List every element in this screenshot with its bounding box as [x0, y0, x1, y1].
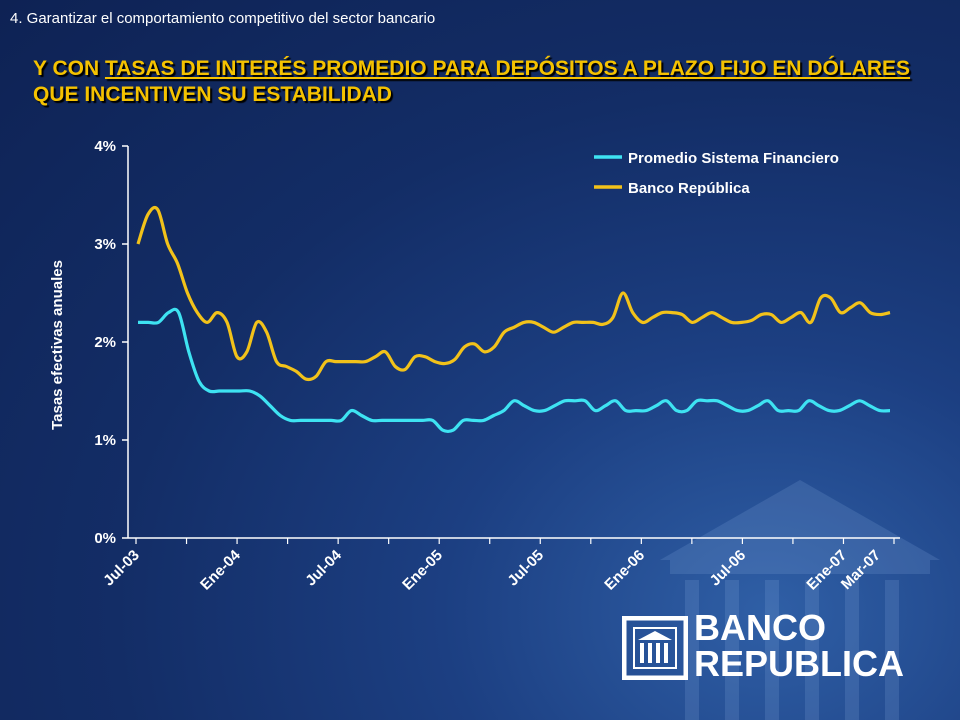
series-promedio-line: [138, 307, 891, 434]
y-axis-label: Tasas efectivas anuales: [49, 260, 66, 430]
logo-line-2: REPUBLICA: [694, 643, 905, 684]
slide-title: Y CON TASAS DE INTERÉS PROMEDIO PARA DEP…: [33, 56, 933, 108]
logo-line-1: BANCO: [694, 607, 826, 648]
bank-emblem-icon: [622, 616, 688, 680]
x-tick-label: Jul-03: [100, 547, 143, 590]
y-tick-label: 3%: [94, 236, 116, 253]
y-tick-label: 4%: [94, 138, 116, 155]
y-tick-label: 0%: [94, 530, 116, 547]
x-tick-label: Jul-05: [504, 547, 547, 590]
y-tick-label: 2%: [94, 334, 116, 351]
legend-label: Promedio Sistema Financiero: [628, 150, 839, 167]
x-tick-label: Ene-04: [197, 546, 244, 593]
chart-legend: Promedio Sistema Financiero Banco Repúbli…: [594, 150, 839, 197]
x-tick-label: Jul-06: [707, 547, 750, 590]
legend-label: Banco República: [628, 180, 750, 197]
section-subtitle: 4. Garantizar el comportamiento competit…: [10, 10, 436, 27]
chart-axes: 0% 1% 2% 3% 4% Jul-03 Ene-04 Jul-04 Ene-05 Jul-05…: [94, 138, 900, 594]
x-tick-label: Ene-05: [399, 547, 446, 594]
y-tick-label: 1%: [94, 432, 116, 449]
chart-lines: [136, 205, 891, 434]
series-banco-republica-line: [136, 205, 891, 382]
title-part-3: QUE INCENTIVEN SU ESTABILIDAD: [33, 83, 392, 106]
building-watermark: [660, 480, 940, 720]
banco-republica-logo: BANCO REPUBLICA: [622, 610, 922, 686]
title-part-1: Y CON: [33, 57, 105, 80]
x-tick-label: Jul-04: [302, 546, 345, 589]
title-part-2: TASAS DE INTERÉS PROMEDIO PARA DEPÓSITOS…: [104, 57, 911, 80]
x-tick-label: Ene-06: [601, 547, 648, 594]
